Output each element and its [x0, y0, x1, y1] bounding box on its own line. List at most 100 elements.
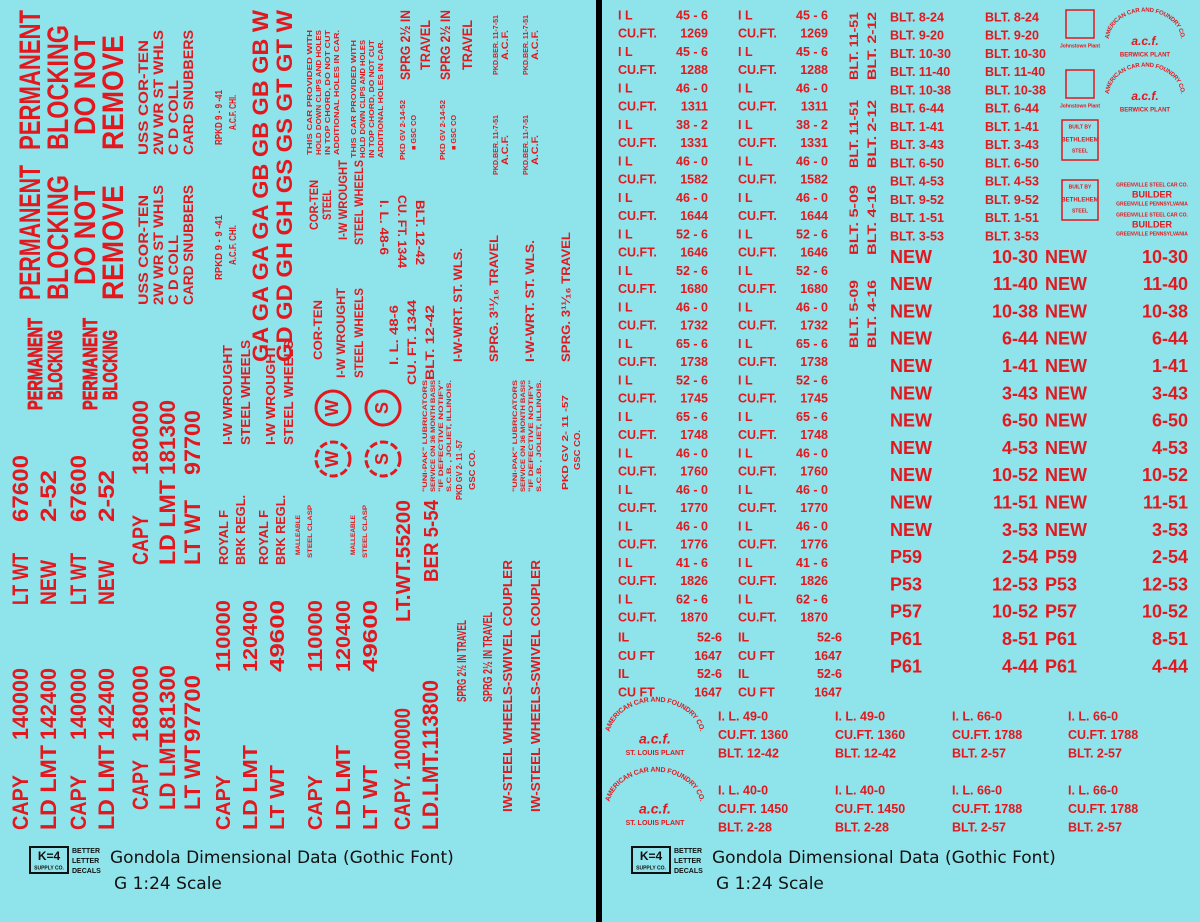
cuft-label: CU.FT.	[618, 428, 657, 442]
il-label: I L	[618, 45, 633, 59]
il-label: I L	[738, 264, 753, 278]
il-label: I L	[618, 410, 633, 424]
stencil-text: LD LMT	[155, 479, 180, 565]
stencil-text: 2-52	[94, 470, 119, 522]
il-value: 65 - 6	[676, 337, 708, 351]
cuft-value: 1647	[694, 685, 722, 699]
stencil-text: I-W WROUGHT	[334, 287, 348, 378]
il-value: 65 - 6	[796, 410, 828, 424]
stencil-text: "IF DEFECTIVE NOTIFY"	[529, 380, 535, 492]
new-date: 11-40	[993, 274, 1038, 294]
cuft-value: 1311	[681, 100, 708, 114]
cuft-label: CU.FT.	[618, 100, 657, 114]
acf-plant: ST. LOUIS PLANT	[626, 750, 685, 757]
il-label: I L	[618, 264, 633, 278]
new-label: NEW	[1045, 356, 1087, 376]
il-label: I L	[738, 410, 753, 424]
stencil-text: LT.WT.55200	[393, 500, 415, 622]
il-value: 52 - 6	[796, 373, 828, 387]
cuft-label: CU.FT.	[738, 63, 777, 77]
new-label: NEW	[890, 492, 932, 512]
stencil-text: 142400	[36, 668, 61, 740]
il-value: 38 - 2	[796, 118, 828, 132]
stencil-text: ADDITIONAL HOLES IN CAR.	[334, 30, 341, 155]
cuft-value: 1331	[680, 136, 708, 150]
blt-text: BLT. 6-44	[890, 102, 944, 116]
cuft-label: CU.FT.	[618, 136, 657, 150]
stencil-line: CU.FT. 1450	[718, 802, 788, 816]
new-date: 6-44	[1002, 329, 1038, 349]
cuft-value: 1646	[800, 246, 828, 260]
blt-text: BLT. 9-20	[985, 29, 1039, 43]
cuft-value: 1760	[800, 465, 828, 479]
p-label: P61	[890, 656, 922, 676]
cuft-label: CU.FT.	[618, 465, 657, 479]
stencil-text: 67600	[8, 455, 33, 522]
stencil-text: LD.LMT.113800	[418, 680, 443, 830]
il-value: 46 - 0	[796, 483, 828, 497]
stencil-line: BLT. 2-57	[1068, 746, 1122, 760]
blt-text: BLT. 1-51	[890, 211, 944, 225]
new-date: 6-50	[1152, 411, 1188, 431]
il-value: 45 - 6	[796, 45, 828, 59]
blt-text: BLT. 4-53	[985, 175, 1039, 189]
stencil-text: SPRG. 3¹¹⁄₁₆ TRAVEL	[487, 235, 501, 362]
stencil-text: PERMANENT	[25, 318, 47, 410]
p-label: P61	[890, 629, 922, 649]
stencil-text: A.C.F. CHI.	[228, 95, 239, 130]
il-label: I L	[738, 483, 753, 497]
new-label: NEW	[890, 465, 932, 485]
cuft-label: CU.FT.	[738, 465, 777, 479]
il-value: 52 - 6	[796, 264, 828, 278]
il-value: 52 - 6	[796, 227, 828, 241]
stencil-text: "IF DEFECTIVE NOTIFY"	[439, 380, 445, 492]
brand-tagline: LETTER	[674, 858, 701, 865]
stencil-text: CU. FT. 1344	[395, 195, 409, 268]
il-label: I L	[618, 154, 633, 168]
stencil-text: I-W WROUGHT	[336, 159, 350, 240]
stencil-text: A.C.F.	[500, 135, 510, 165]
new-label: NEW	[890, 301, 932, 321]
il-value: 46 - 0	[796, 300, 828, 314]
new-date: 10-38	[1142, 301, 1188, 321]
cuft-value: 1748	[800, 428, 828, 442]
stencil-line: CU.FT. 1788	[1068, 728, 1138, 742]
il-label: I L	[738, 373, 753, 387]
stencil-text: BLT. 12-42	[423, 305, 437, 380]
stencil-text: 67600	[66, 455, 91, 522]
stencil-text: 180000	[128, 400, 153, 475]
blt-text: BLT. 8-24	[985, 10, 1039, 24]
stencil-text: GD GD GH GH GS GS GT GT W	[272, 10, 297, 362]
stencil-text: PKD GV 2-14-52	[400, 100, 407, 160]
stencil-text: MALLEABLE	[296, 515, 302, 555]
stencil-text: 97700	[180, 675, 205, 742]
stencil-text: RPKD 9 - 9 -41	[214, 90, 225, 145]
p-date: 8-51	[1002, 629, 1038, 649]
p-date: 12-53	[1142, 574, 1188, 594]
cuft-label: CU.FT.	[618, 282, 657, 296]
stencil-text: RPKD 9 - 9 -41	[214, 215, 225, 280]
badge-steel: STEEL	[1072, 148, 1088, 154]
vertical-blt: BLT. 2-12	[865, 12, 879, 80]
stencil-text: SPRG 2½ IN TRAVEL	[454, 620, 469, 702]
blt-text: BLT. 11-40	[890, 65, 950, 79]
stencil-text: PKD.BER. 11-7-51	[493, 115, 500, 175]
new-date: 3-53	[1152, 520, 1188, 540]
badge-box	[1065, 9, 1095, 39]
stencil-text: 181300	[155, 400, 180, 475]
il-label: IL	[738, 630, 749, 644]
stencil-text: LD LMT	[155, 734, 180, 810]
il-value: 52-6	[697, 667, 722, 681]
stencil-text: USS COR-TEN	[135, 195, 151, 305]
stencil-text: HOLD DOWN CLIPS AND HOLES	[316, 30, 323, 155]
blt-text: BLT. 10-30	[985, 47, 1046, 61]
acf-plant: ST. LOUIS PLANT	[626, 820, 685, 827]
il-label: I L	[738, 45, 753, 59]
new-date: 11-51	[993, 492, 1038, 512]
stencil-text: COR-TEN	[307, 180, 321, 230]
il-value: 52-6	[817, 667, 842, 681]
cuft-label: CU.FT.	[618, 27, 657, 41]
il-label: I L	[618, 373, 633, 387]
cuft-value: 1582	[800, 173, 828, 187]
cuft-label: CU.FT.	[738, 538, 777, 552]
